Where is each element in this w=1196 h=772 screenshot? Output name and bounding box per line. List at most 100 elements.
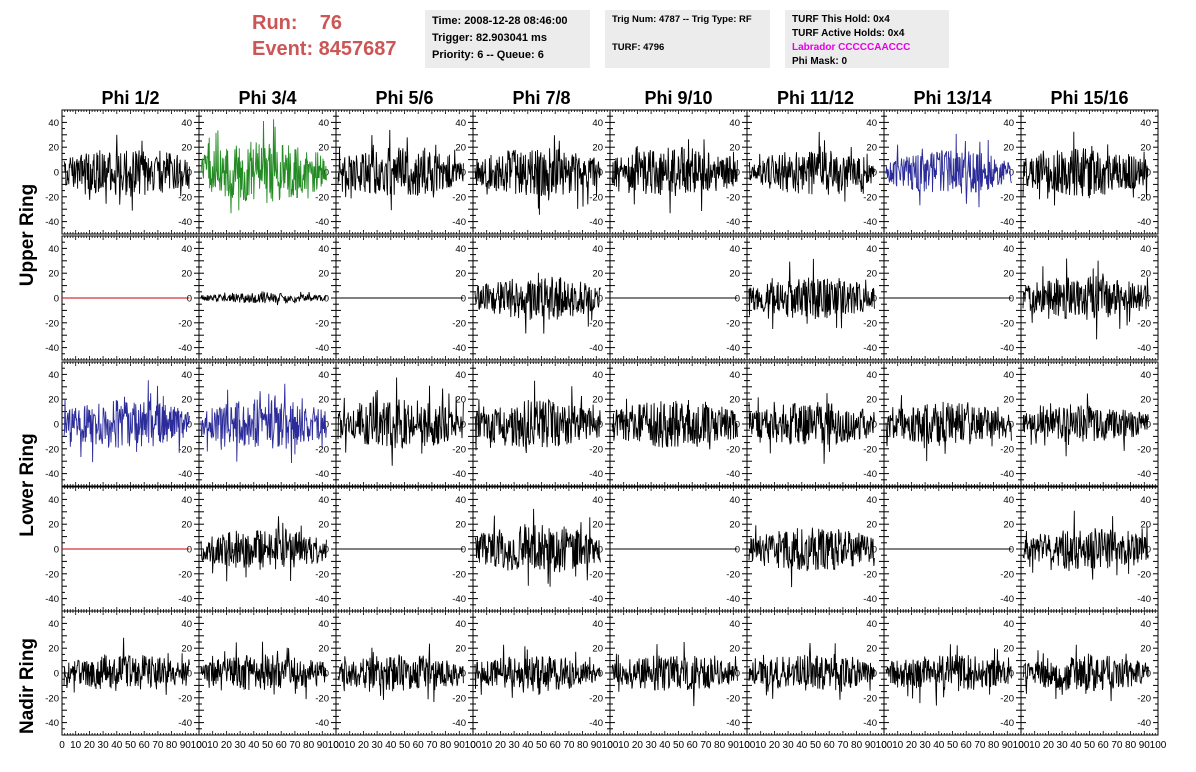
y-tick-label: -20 bbox=[315, 318, 329, 329]
y-tick-label: -20 bbox=[589, 192, 603, 203]
turf-hold-text: TURF This Hold: 0x4 bbox=[792, 14, 890, 25]
waveform-trace bbox=[885, 395, 1012, 462]
y-tick-label: -20 bbox=[178, 444, 192, 455]
y-tick-label: -40 bbox=[726, 217, 740, 228]
y-tick-label: 0 bbox=[187, 420, 192, 431]
y-tick-label: -20 bbox=[178, 318, 192, 329]
y-tick-label: 20 bbox=[181, 143, 192, 154]
y-tick-label: -20 bbox=[315, 569, 329, 580]
turf-info-box: TURF This Hold: 0x4 TURF Active Holds: 0… bbox=[785, 10, 949, 68]
y-tick-label: 40 bbox=[318, 244, 329, 255]
y-tick-label: -20 bbox=[726, 569, 740, 580]
y-tick-label: -40 bbox=[589, 594, 603, 605]
y-tick-label: 40 bbox=[866, 118, 877, 129]
waveform-trace bbox=[337, 377, 464, 466]
turf-active-text: TURF Active Holds: 0x4 bbox=[792, 28, 905, 39]
y-tick-label: 0 bbox=[324, 294, 329, 305]
column-header: Phi 3/4 bbox=[238, 88, 297, 108]
y-tick-label-left: -20 bbox=[45, 192, 59, 203]
y-tick-label: -40 bbox=[1000, 343, 1014, 354]
y-tick-label: 20 bbox=[181, 269, 192, 280]
y-tick-label-left: 40 bbox=[48, 118, 59, 129]
y-tick-label: -20 bbox=[863, 569, 877, 580]
y-tick-label: -20 bbox=[178, 192, 192, 203]
y-tick-label: -20 bbox=[863, 318, 877, 329]
y-tick-label: 40 bbox=[318, 118, 329, 129]
event-label: Event: 8457687 bbox=[252, 38, 397, 60]
y-tick-label-left: 40 bbox=[48, 244, 59, 255]
y-tick-label: -20 bbox=[1137, 569, 1151, 580]
waveform-trace bbox=[1022, 258, 1149, 340]
y-tick-label: 0 bbox=[187, 669, 192, 680]
y-tick-label: 40 bbox=[866, 495, 877, 506]
waveform-trace bbox=[1022, 393, 1149, 457]
y-tick-label-left: -40 bbox=[45, 469, 59, 480]
y-tick-label: -40 bbox=[178, 469, 192, 480]
y-tick-label: 40 bbox=[181, 118, 192, 129]
y-tick-label: -40 bbox=[178, 343, 192, 354]
waveform-trace bbox=[748, 525, 875, 588]
y-tick-label-left: 0 bbox=[54, 420, 59, 431]
y-tick-label: -20 bbox=[1000, 444, 1014, 455]
y-tick-label: 40 bbox=[1140, 244, 1151, 255]
column-header: Phi 7/8 bbox=[512, 88, 571, 108]
y-tick-label-left: 20 bbox=[48, 269, 59, 280]
y-tick-label: -40 bbox=[863, 343, 877, 354]
y-tick-label: 20 bbox=[318, 143, 329, 154]
y-tick-label: 20 bbox=[1003, 143, 1014, 154]
y-tick-label-left: -20 bbox=[45, 569, 59, 580]
y-tick-label: 20 bbox=[866, 395, 877, 406]
y-tick-label: -40 bbox=[452, 343, 466, 354]
y-tick-label: 0 bbox=[187, 545, 192, 556]
y-tick-label-left: 20 bbox=[48, 520, 59, 531]
y-tick-label: -20 bbox=[178, 569, 192, 580]
y-tick-label: -20 bbox=[452, 569, 466, 580]
y-tick-label: 40 bbox=[181, 370, 192, 381]
y-tick-label: 20 bbox=[455, 269, 466, 280]
priority-text: Priority: 6 -- Queue: 6 bbox=[432, 49, 544, 61]
y-tick-label: 20 bbox=[729, 143, 740, 154]
y-tick-label: 40 bbox=[1003, 244, 1014, 255]
y-tick-label: 20 bbox=[455, 143, 466, 154]
y-tick-label: -40 bbox=[589, 469, 603, 480]
waveform-trace bbox=[748, 393, 875, 464]
y-tick-label: -40 bbox=[863, 594, 877, 605]
y-tick-label: -20 bbox=[1137, 192, 1151, 203]
y-tick-label: -40 bbox=[589, 343, 603, 354]
y-tick-label-left: 40 bbox=[48, 495, 59, 506]
y-tick-label: -20 bbox=[863, 444, 877, 455]
y-tick-label-left: -40 bbox=[45, 343, 59, 354]
y-tick-label: -40 bbox=[863, 469, 877, 480]
y-tick-label: 0 bbox=[461, 294, 466, 305]
y-tick-label: 20 bbox=[455, 395, 466, 406]
waveform-trace bbox=[611, 139, 738, 214]
y-tick-label: 40 bbox=[729, 118, 740, 129]
y-tick-label: 20 bbox=[866, 269, 877, 280]
y-tick-label: 40 bbox=[1140, 370, 1151, 381]
y-tick-label: -20 bbox=[452, 318, 466, 329]
waveform-trace bbox=[63, 380, 190, 463]
y-tick-label: -20 bbox=[1000, 318, 1014, 329]
y-tick-label: -40 bbox=[726, 343, 740, 354]
waveform-trace bbox=[337, 129, 464, 211]
y-tick-label: -40 bbox=[178, 594, 192, 605]
y-tick-label: 0 bbox=[324, 420, 329, 431]
y-tick-label: -20 bbox=[178, 693, 192, 704]
y-tick-label: -20 bbox=[726, 318, 740, 329]
y-tick-label: 40 bbox=[592, 495, 603, 506]
y-tick-label: -20 bbox=[589, 444, 603, 455]
y-tick-label: 0 bbox=[1146, 545, 1151, 556]
y-tick-label: 40 bbox=[455, 495, 466, 506]
y-tick-label: 40 bbox=[318, 370, 329, 381]
column-header: Phi 5/6 bbox=[375, 88, 434, 108]
y-tick-label: 0 bbox=[461, 545, 466, 556]
y-tick-label: -40 bbox=[452, 469, 466, 480]
waveform-trace bbox=[474, 508, 601, 587]
y-tick-label: 40 bbox=[592, 370, 603, 381]
y-tick-label: 0 bbox=[598, 420, 603, 431]
waveform-trace bbox=[885, 133, 1012, 208]
y-tick-label: -20 bbox=[315, 192, 329, 203]
y-tick-label: 20 bbox=[729, 395, 740, 406]
waveform-trace bbox=[474, 380, 601, 454]
waveform-trace bbox=[200, 119, 327, 214]
